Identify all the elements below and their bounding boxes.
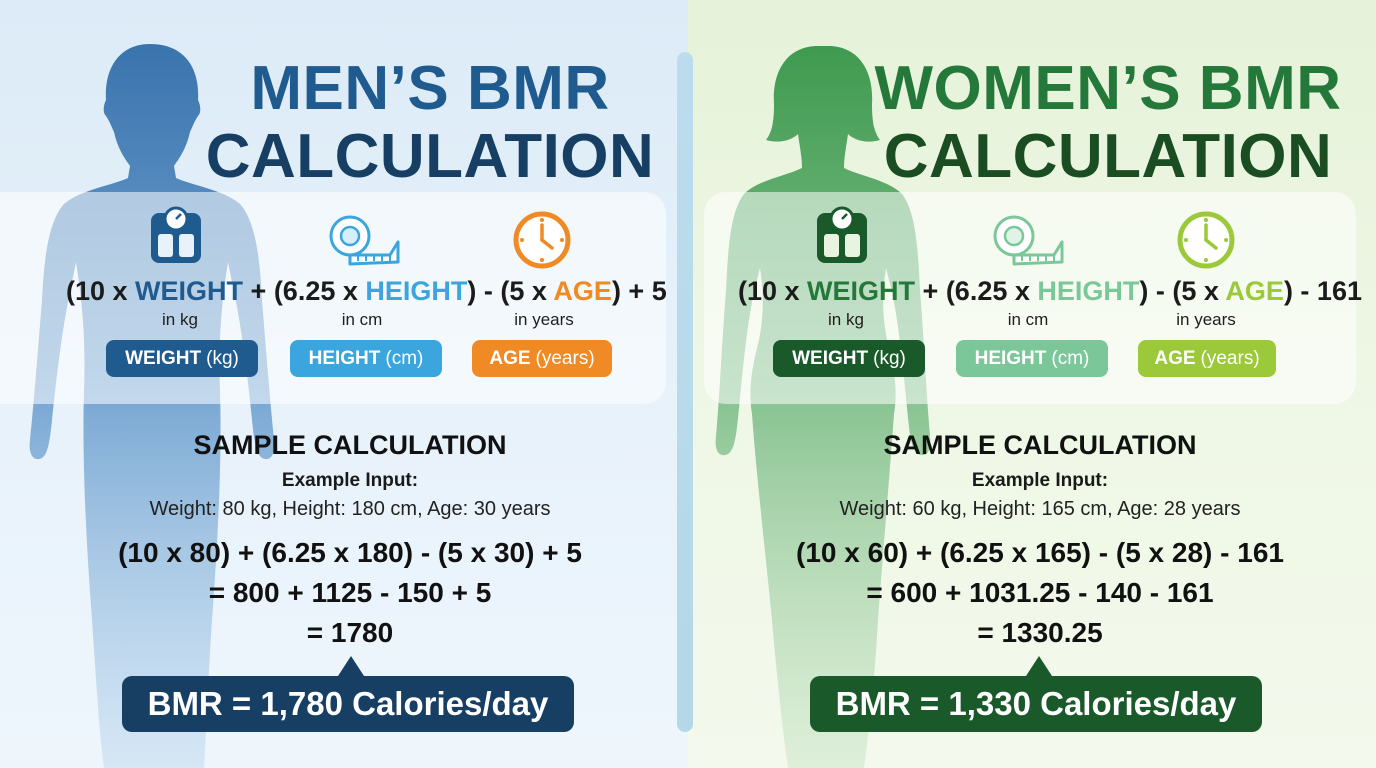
calc-line-1: (10 x 60) + (6.25 x 165) - (5 x 28) - 16… <box>796 537 1284 568</box>
calc-line-3: = 1780 <box>306 617 394 648</box>
result-pointer <box>1026 656 1052 676</box>
weight-pill: WEIGHT (kg) <box>106 340 258 377</box>
sub-weight: in kg <box>828 310 864 329</box>
age-pill: AGE (years) <box>1138 340 1276 377</box>
formula-weight: WEIGHT <box>135 276 244 306</box>
pill-unit: (kg) <box>206 347 239 369</box>
formula-text: ) - (5 x <box>1139 276 1226 306</box>
sub-height: in cm <box>1007 310 1049 329</box>
pill-unit: (cm) <box>385 347 424 369</box>
pill-label: HEIGHT <box>974 347 1047 369</box>
women-title: WOMEN’S BMR CALCULATION <box>858 58 1358 188</box>
pill-unit: (cm) <box>1051 347 1090 369</box>
formula-text: (10 x <box>738 276 808 306</box>
sample-title: SAMPLE CALCULATION <box>883 430 1197 460</box>
height-pill: HEIGHT (cm) <box>956 340 1108 377</box>
calc-line-2: = 800 + 1125 - 150 + 5 <box>208 577 492 608</box>
women-formula: (10 x WEIGHT + (6.25 x HEIGHT) - (5 x AG… <box>738 276 1362 307</box>
men-panel: MEN’S BMR CALCULATION (10 x WEIGHT + (6.… <box>0 0 688 768</box>
pill-unit: (years) <box>535 347 595 369</box>
clock-icon <box>1177 211 1235 269</box>
example-values: Weight: 60 kg, Height: 165 cm, Age: 28 y… <box>839 498 1241 520</box>
clock-icon <box>513 211 571 269</box>
formula-text: ) - (5 x <box>467 276 554 306</box>
height-pill: HEIGHT (cm) <box>290 340 442 377</box>
pill-label: AGE <box>489 347 531 369</box>
example-label: Example Input: <box>281 470 419 491</box>
pill-label: HEIGHT <box>308 347 381 369</box>
example-label: Example Input: <box>971 470 1109 491</box>
calc-line-2: = 600 + 1031.25 - 140 - 161 <box>866 577 1214 608</box>
women-title-line2: CALCULATION <box>883 122 1333 191</box>
tape-measure-icon <box>993 215 1064 266</box>
sub-height: in cm <box>341 310 383 329</box>
pill-label: AGE <box>1154 347 1196 369</box>
formula-age: AGE <box>1225 276 1284 306</box>
men-title-line2: CALCULATION <box>205 122 655 191</box>
pill-unit: (years) <box>1200 347 1260 369</box>
women-panel: WOMEN’S BMR CALCULATION (10 x WEIGHT + (… <box>688 0 1376 768</box>
sub-weight: in kg <box>162 310 198 329</box>
sub-age: in years <box>1176 310 1236 329</box>
calc-line-1: (10 x 80) + (6.25 x 180) - (5 x 30) + 5 <box>118 537 582 568</box>
women-title-line1: WOMEN’S BMR <box>874 54 1342 123</box>
tape-measure-icon <box>329 215 400 266</box>
men-title: MEN’S BMR CALCULATION <box>200 58 660 188</box>
men-title-line1: MEN’S BMR <box>250 54 610 123</box>
pill-label: WEIGHT <box>792 347 869 369</box>
formula-height: HEIGHT <box>365 276 468 306</box>
result-box: BMR = 1,330 Calories/day <box>810 676 1262 732</box>
center-divider <box>677 52 693 732</box>
formula-text: + (6.25 x <box>243 276 366 306</box>
sample-title: SAMPLE CALCULATION <box>193 430 507 460</box>
formula-height: HEIGHT <box>1037 276 1140 306</box>
result-box: BMR = 1,780 Calories/day <box>122 676 574 732</box>
result-pointer <box>338 656 364 676</box>
formula-text: + (6.25 x <box>915 276 1038 306</box>
calc-line-3: = 1330.25 <box>977 617 1103 648</box>
men-formula: (10 x WEIGHT + (6.25 x HEIGHT) - (5 x AG… <box>66 276 667 307</box>
sub-age: in years <box>514 310 574 329</box>
formula-text: ) - 161 <box>1283 276 1362 306</box>
scale-icon <box>817 206 867 263</box>
formula-text: ) + 5 <box>611 276 667 306</box>
formula-age: AGE <box>553 276 612 306</box>
pill-unit: (kg) <box>873 347 906 369</box>
weight-pill: WEIGHT (kg) <box>773 340 925 377</box>
example-values: Weight: 80 kg, Height: 180 cm, Age: 30 y… <box>149 498 551 520</box>
formula-text: (10 x <box>66 276 136 306</box>
formula-weight: WEIGHT <box>807 276 916 306</box>
scale-icon <box>151 206 201 263</box>
age-pill: AGE (years) <box>472 340 612 377</box>
pill-label: WEIGHT <box>125 347 202 369</box>
